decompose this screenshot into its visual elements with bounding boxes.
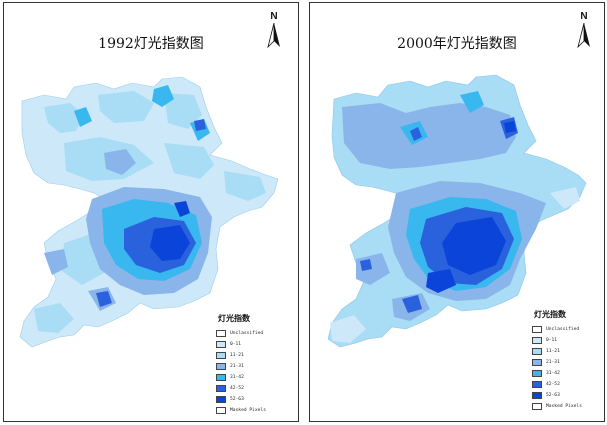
legend-item: Unclassified [532, 324, 582, 334]
legend-label: 0-11 [230, 341, 242, 347]
legend-swatch [216, 340, 226, 348]
legend-label: 42-52 [546, 381, 560, 387]
north-arrow: N [262, 11, 286, 51]
legend-label: 11-21 [546, 348, 560, 354]
legend-title: 灯光指数 [534, 310, 566, 319]
legend-label: Masked Pixels [230, 407, 266, 413]
legend-label: 42-52 [230, 385, 244, 391]
legend-swatch [532, 380, 542, 388]
legend-label: 52-63 [546, 392, 560, 398]
north-arrow: N [572, 11, 596, 51]
legend: 灯光指数 Unclassified 0-11 11-21 21-31 31-42… [216, 313, 266, 416]
night-light-map-1992 [19, 76, 279, 348]
legend-item: 11-21 [216, 350, 266, 360]
legend-swatch [532, 336, 542, 344]
legend-swatch [216, 395, 226, 403]
legend-swatch [532, 369, 542, 377]
legend-label: Masked Pixels [546, 403, 582, 409]
map-panel-1992: 1992灯光指数图 N 灯光指数 Unclassified 0-11 11-21… [3, 2, 299, 422]
legend-swatch [216, 406, 226, 414]
legend-label: Unclassified [546, 326, 580, 332]
legend-item: 0-11 [216, 339, 266, 349]
legend-swatch [216, 329, 226, 337]
legend-item: Unclassified [216, 328, 266, 338]
north-arrow-icon [577, 23, 590, 49]
legend-label: 31-42 [230, 374, 244, 380]
legend-item: Masked Pixels [532, 401, 582, 411]
legend-label: 21-31 [546, 359, 560, 365]
legend-label: 11-21 [230, 352, 244, 358]
legend-swatch [532, 402, 542, 410]
legend-item: 52-63 [216, 394, 266, 404]
north-label: N [270, 11, 278, 22]
legend-swatch [216, 362, 226, 370]
legend-label: 31-42 [546, 370, 560, 376]
legend-item: Masked Pixels [216, 405, 266, 415]
legend-label: 21-31 [230, 363, 244, 369]
map-title: 1992灯光指数图 [98, 36, 204, 52]
legend-label: Unclassified [230, 330, 264, 336]
legend-item: 42-52 [532, 379, 582, 389]
map-title: 2000年灯光指数图 [397, 36, 517, 52]
legend-label: 52-63 [230, 396, 244, 402]
legend-swatch [532, 358, 542, 366]
north-label: N [580, 11, 588, 22]
legend-item: 21-31 [532, 357, 582, 367]
legend: 灯光指数 Unclassified 0-11 11-21 21-31 31-42… [532, 309, 582, 412]
legend-swatch [532, 391, 542, 399]
legend-swatch [216, 351, 226, 359]
legend-item: 0-11 [532, 335, 582, 345]
legend-item: 42-52 [216, 383, 266, 393]
north-arrow-icon [267, 23, 280, 49]
legend-swatch [532, 325, 542, 333]
legend-title: 灯光指数 [218, 314, 250, 323]
legend-item: 31-42 [532, 368, 582, 378]
legend-item: 52-63 [532, 390, 582, 400]
legend-item: 31-42 [216, 372, 266, 382]
map-panel-2000: 2000年灯光指数图 N 灯光指数 Unclassified 0-11 11-2… [309, 2, 605, 422]
legend-swatch [216, 373, 226, 381]
legend-swatch [532, 347, 542, 355]
night-light-map-2000 [327, 74, 587, 348]
legend-label: 0-11 [546, 337, 558, 343]
legend-swatch [216, 384, 226, 392]
legend-item: 11-21 [532, 346, 582, 356]
legend-item: 21-31 [216, 361, 266, 371]
